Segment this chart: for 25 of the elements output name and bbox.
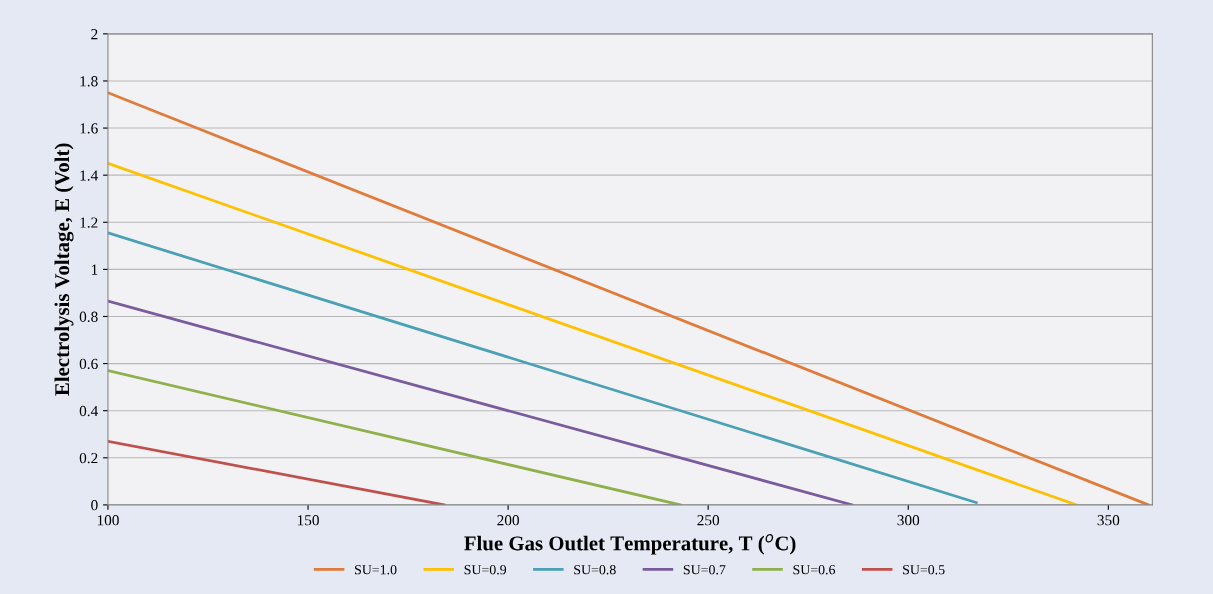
y-tick-label: 0.8 — [79, 311, 98, 322]
legend-label: SU=1.0 — [355, 564, 397, 575]
y-tick-label: 0.2 — [79, 452, 98, 464]
x-tick-label: 300 — [897, 515, 920, 526]
x-axis-title: Flue Gas Outlet Temperature, T ($^{o}$C) — [464, 534, 796, 555]
x-tick-label: 100 — [97, 515, 119, 526]
y-tick-label: 0 — [91, 500, 98, 511]
y-tick-label: 2 — [91, 29, 98, 40]
legend-label: SU=0.8 — [574, 564, 616, 575]
legend-label: SU=0.9 — [464, 564, 507, 575]
x-tick-label: 150 — [297, 515, 319, 526]
legend-label: SU=0.6 — [793, 564, 836, 575]
y-tick-label: 0.4 — [79, 405, 98, 417]
y-tick-label: 1.6 — [80, 123, 98, 134]
y-axis-title: Electrolysis Voltage, E (Volt) — [54, 143, 74, 396]
x-tick-label: 250 — [697, 515, 720, 526]
legend-label: SU=0.5 — [903, 564, 945, 575]
y-tick-label: 1 — [91, 264, 98, 275]
y-tick-label: 1.2 — [80, 217, 98, 228]
y-tick-label: 1.4 — [80, 170, 98, 181]
x-tick-label: 200 — [497, 515, 519, 526]
legend-label: SU=0.7 — [683, 564, 726, 575]
x-tick-label: 350 — [1097, 515, 1120, 526]
y-tick-label: 0.6 — [79, 358, 98, 370]
y-tick-label: 1.8 — [80, 76, 98, 87]
